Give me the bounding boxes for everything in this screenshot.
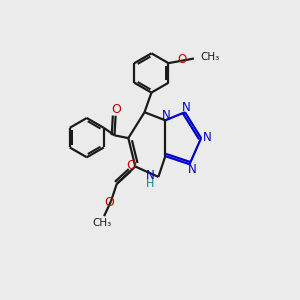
- Text: N: N: [203, 131, 212, 144]
- Text: O: O: [178, 53, 187, 66]
- Text: N: N: [161, 109, 170, 122]
- Text: CH₃: CH₃: [201, 52, 220, 62]
- Text: N: N: [182, 100, 190, 114]
- Text: N: N: [188, 163, 196, 176]
- Text: O: O: [104, 196, 114, 209]
- Text: O: O: [126, 159, 136, 172]
- Text: H: H: [146, 179, 154, 189]
- Text: O: O: [111, 103, 121, 116]
- Text: N: N: [146, 169, 155, 182]
- Text: CH₃: CH₃: [92, 218, 111, 228]
